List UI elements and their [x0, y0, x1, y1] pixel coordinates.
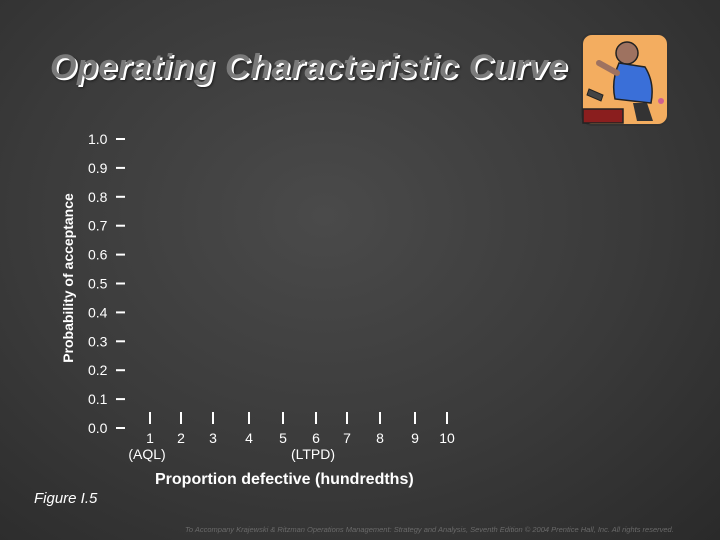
x-axis-label: Proportion defective (hundredths): [155, 471, 414, 488]
x-tick-label: 7: [343, 430, 351, 446]
y-tick-label: 0.9: [88, 160, 108, 176]
x-tick-label: 8: [376, 430, 384, 446]
x-tick-label: 9: [411, 430, 419, 446]
x-annotation: (AQL): [128, 446, 165, 462]
y-tick-label: 0.7: [88, 218, 108, 234]
x-tick-label: 2: [177, 430, 185, 446]
figure-label: Figure I.5: [34, 490, 98, 507]
y-tick-label: 0.3: [88, 333, 108, 349]
y-tick-label: 0.8: [88, 189, 108, 205]
x-tick-label: 6: [312, 430, 320, 446]
y-tick-label: 0.5: [88, 276, 108, 292]
y-tick-label: 0.4: [88, 304, 108, 320]
y-tick-label: 0.6: [88, 247, 108, 263]
y-tick-label: 0.0: [88, 420, 108, 436]
x-tick-label: 4: [245, 430, 253, 446]
x-tick-label: 5: [279, 430, 287, 446]
x-tick-label: 1: [146, 430, 154, 446]
slide-title: Operating Characteristic Curve: [50, 48, 568, 86]
y-tick-label: 0.1: [88, 391, 108, 407]
footer-credit: To Accompany Krajewski & Ritzman Operati…: [185, 525, 674, 534]
worker-with-wrench-icon: [581, 33, 669, 126]
y-tick-label: 1.0: [88, 131, 108, 147]
y-tick-label: 0.2: [88, 362, 108, 378]
x-tick-label: 3: [209, 430, 217, 446]
x-annotation: (LTPD): [291, 446, 335, 462]
x-tick-label: 10: [439, 430, 455, 446]
